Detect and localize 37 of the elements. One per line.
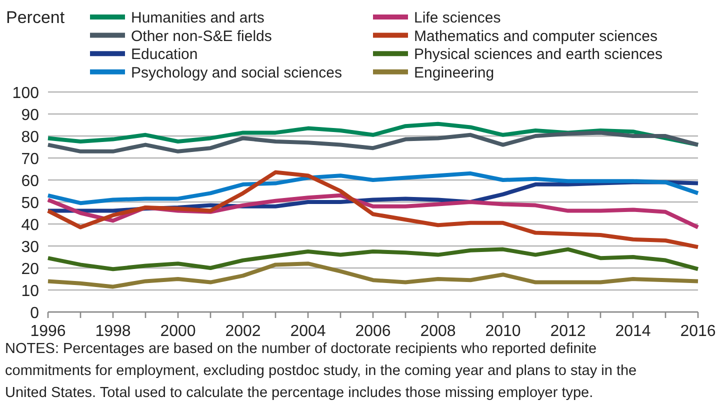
y-tick-label: 100 (12, 85, 40, 102)
y-tick-label: 50 (21, 195, 40, 212)
y-tick-label: 10 (21, 283, 40, 300)
legend-label: Mathematics and computer sciences (414, 28, 658, 45)
y-tick-label: 60 (21, 173, 40, 190)
x-tick-label: 2002 (225, 323, 261, 340)
y-tick-label: 30 (21, 239, 40, 256)
y-tick-label: 70 (21, 151, 40, 168)
x-tick-label: 2014 (615, 323, 651, 340)
x-tick-label: 2012 (550, 323, 586, 340)
line-series (46, 247, 700, 272)
legend-label: Psychology and social sciences (131, 64, 342, 82)
legend-label: Engineering (414, 64, 494, 82)
x-tick-label: 1998 (95, 323, 131, 340)
legend-label: Physical sciences and earth sciences (414, 46, 662, 64)
x-tick-label: 2006 (355, 323, 391, 340)
x-tick-label: 2004 (290, 323, 326, 340)
legend-label: Education (131, 46, 198, 64)
legend-label: Life sciences (414, 10, 501, 26)
legend-label: Other non-S&E fields (131, 28, 272, 45)
y-tick-label: 20 (21, 261, 40, 278)
line-series (46, 170, 700, 250)
x-tick-label: 2000 (160, 323, 196, 340)
text: NOTES: Percentages are based on the number of doctorate recipients who reported definite commitments for employment, excluding postdoc study, in the coming year and plans to stay in the United States. Total used to calculate the percentage includes those missing employer type. (5, 341, 637, 401)
x-tick-label: 2010 (485, 323, 521, 340)
x-tick-label: 1996 (30, 323, 66, 340)
x-tick-label: 2008 (420, 323, 456, 340)
y-axis-title: Percent (6, 8, 65, 27)
y-tick-label: 0 (30, 305, 40, 322)
x-tick-label: 2016 (680, 323, 716, 340)
y-tick-label: 40 (21, 217, 40, 234)
line-series (46, 171, 700, 206)
line-series (46, 262, 700, 289)
y-tick-label: 80 (21, 129, 40, 146)
y-tick-label: 90 (21, 107, 40, 124)
line-series (46, 130, 700, 154)
legend-label: Humanities and arts (131, 10, 264, 26)
